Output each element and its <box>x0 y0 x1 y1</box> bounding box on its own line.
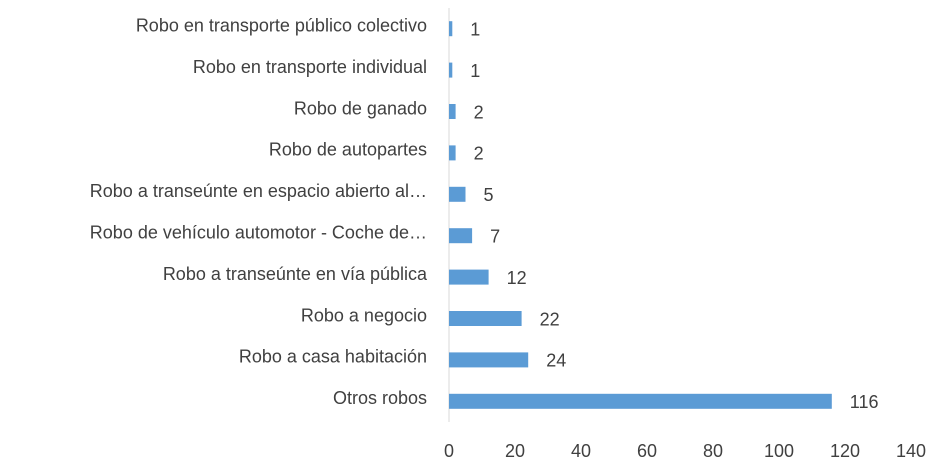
bar <box>449 145 456 161</box>
y-tick-label: Robo de autopartes <box>269 140 427 160</box>
bar <box>449 62 453 78</box>
bar <box>449 352 529 368</box>
y-tick-label: Robo en transporte individual <box>193 57 427 77</box>
data-label: 2 <box>474 102 484 122</box>
bar <box>449 186 466 202</box>
bar <box>449 311 522 326</box>
bar <box>449 228 473 244</box>
bar <box>449 104 456 119</box>
y-tick-label: Robo a casa habitación <box>239 347 427 367</box>
y-tick-label: Otros robos <box>333 388 427 408</box>
x-tick-label: 120 <box>830 441 860 461</box>
y-tick-label: Robo de vehículo automotor - Coche de… <box>90 222 427 242</box>
bar <box>449 269 489 285</box>
data-label: 7 <box>490 226 500 246</box>
x-tick-label: 40 <box>571 441 591 461</box>
data-label: 1 <box>470 61 480 81</box>
data-label: 116 <box>850 392 879 412</box>
x-tick-label: 0 <box>444 441 454 461</box>
data-label: 24 <box>546 351 566 371</box>
x-tick-label: 80 <box>703 441 723 461</box>
y-tick-label: Robo en transporte público colectivo <box>136 15 427 35</box>
data-label: 1 <box>470 19 480 39</box>
y-tick-label: Robo a negocio <box>301 305 427 325</box>
y-tick-label: Robo a transeúnte en espacio abierto al… <box>90 181 427 201</box>
x-tick-label: 140 <box>896 441 926 461</box>
x-tick-label: 60 <box>637 441 657 461</box>
data-label: 22 <box>540 309 560 329</box>
y-tick-label: Robo a transeúnte en vía pública <box>163 264 428 284</box>
x-tick-label: 20 <box>505 441 525 461</box>
bar <box>449 393 832 409</box>
data-label: 2 <box>474 144 484 164</box>
data-label: 12 <box>507 268 527 288</box>
data-label: 5 <box>484 185 494 205</box>
bar <box>449 21 453 37</box>
x-tick-label: 100 <box>764 441 794 461</box>
y-tick-label: Robo de ganado <box>294 98 427 118</box>
